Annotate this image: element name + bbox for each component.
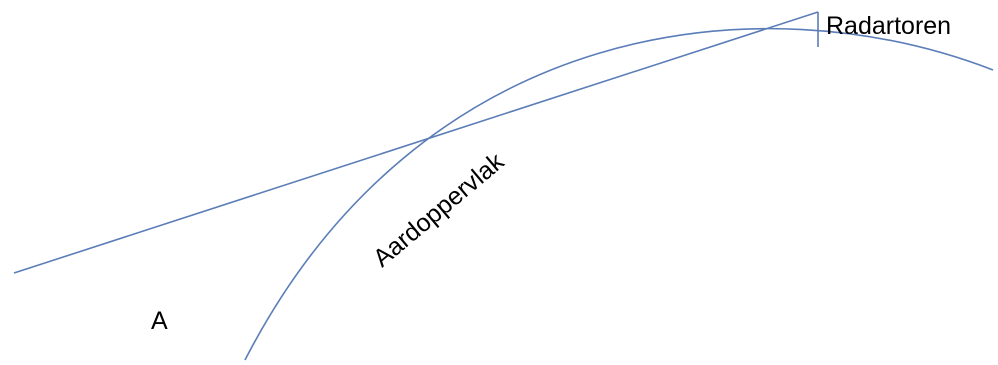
surface-label: Aardoppervlak <box>368 147 510 272</box>
line-of-sight <box>13 11 819 274</box>
tower-label: Radartoren <box>826 12 951 40</box>
point-a-label: A <box>151 307 168 335</box>
earth-surface-curve <box>244 27 994 361</box>
